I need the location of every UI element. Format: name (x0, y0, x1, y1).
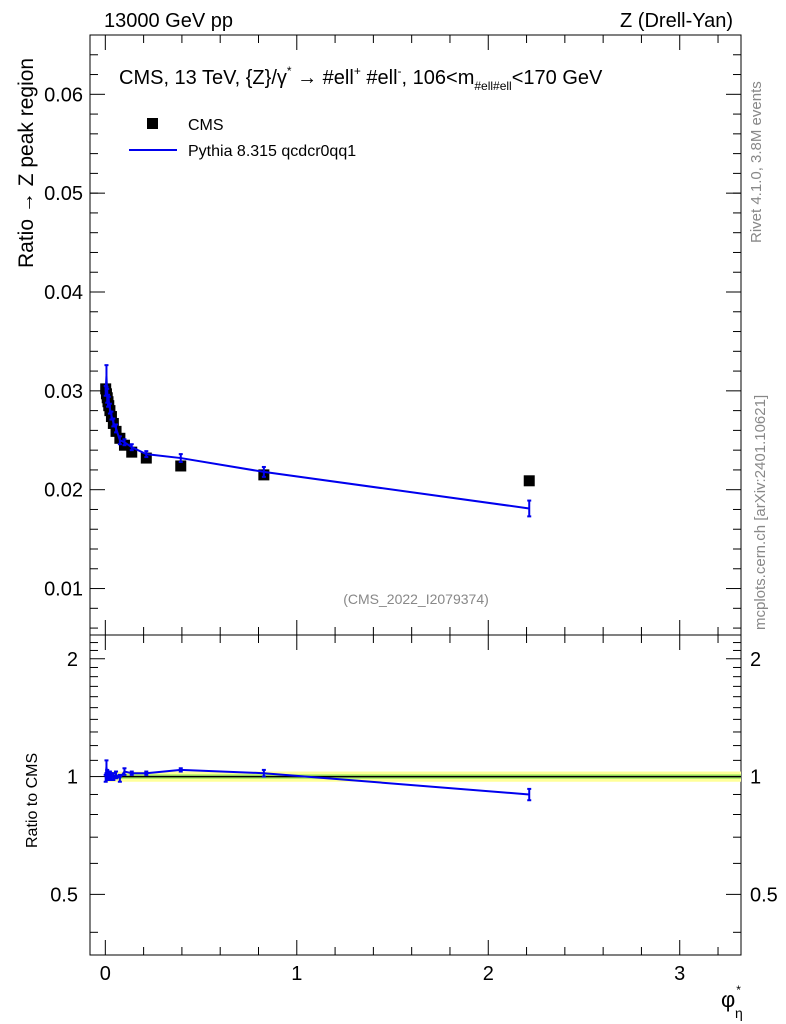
y-axis-label-ratio: Ratio to CMS (24, 753, 41, 848)
legend-label-cms: CMS (188, 117, 224, 134)
data-marks (100, 364, 535, 802)
y-tick-label: 0.03 (44, 381, 83, 403)
ratio-y-tick-label: 1 (67, 767, 78, 789)
x-tick-label: 1 (291, 963, 302, 985)
ratio-y-tick-label-right: 0.5 (750, 884, 778, 906)
y-tick-label: 0.02 (44, 480, 83, 502)
y-axis-label-main: Ratio → Z peak region (15, 58, 38, 268)
ratio-y-tick-label-right: 1 (750, 767, 761, 789)
x-tick-label: 3 (674, 963, 685, 985)
pythia-line (104, 375, 530, 510)
axis-ticks: 0.01 0.02 0.03 0.04 0.05 0.06 0 1 2 3 0.5 0.5 1 1 2 2 (44, 34, 778, 985)
legend-label-pythia: Pythia 8.315 qcdcr0qq1 (188, 143, 356, 160)
y-tick-label: 0.06 (44, 84, 83, 106)
x-axis-label: φ* η (721, 983, 743, 1021)
ratio-y-tick-label: 0.5 (50, 884, 78, 906)
y-tick-label: 0.04 (44, 282, 83, 304)
analysis-watermark: (CMS_2022_I2079374) (343, 591, 489, 607)
y-tick-label: 0.05 (44, 183, 83, 205)
plot-title: CMS, 13 TeV, {Z}/γ* → #ell+ #ell-, 106<m… (119, 64, 603, 93)
x-tick-label: 2 (483, 963, 494, 985)
cms-data-point (175, 460, 187, 472)
ratio-y-tick-label: 2 (67, 649, 78, 671)
header-right: Z (Drell-Yan) (620, 10, 733, 32)
cms-data-point (523, 475, 535, 487)
rivet-label: Rivet 4.1.0, 3.8M events (748, 81, 765, 243)
cms-data-point (126, 446, 138, 458)
legend-marker-cms (147, 118, 158, 129)
header-left: 13000 GeV pp (104, 10, 233, 32)
mcplots-label: mcplots.cern.ch [arXiv:2401.10621] (752, 395, 769, 630)
ratio-plot-frame (89, 634, 742, 956)
ratio-y-tick-label-right: 2 (750, 649, 761, 671)
x-tick-label: 0 (100, 963, 111, 985)
ratio-uncertainty-band (105, 771, 742, 782)
y-tick-label: 0.01 (44, 579, 83, 601)
